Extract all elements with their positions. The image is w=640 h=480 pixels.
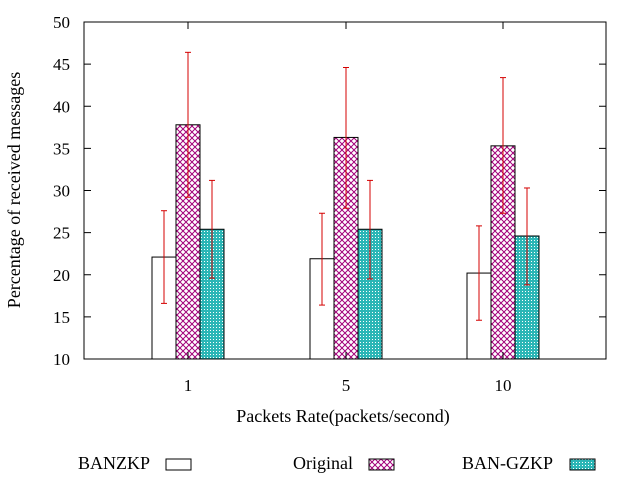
y-tick-label: 50 [53,13,70,32]
x-tick-label: 1 [184,376,193,395]
legend: BANZKP Original BAN-GZKP [78,453,596,473]
y-tick-label: 30 [53,182,70,201]
legend-label-ban-gzkp: BAN-GZKP [462,453,553,473]
y-tick-label: 20 [53,266,70,285]
legend-label-original: Original [293,453,353,473]
x-axis: 1 5 10 [184,22,512,395]
y-axis: 10 15 20 25 30 35 40 45 50 [53,13,606,369]
error-bars [161,51,530,321]
x-tick-label: 5 [342,376,351,395]
y-tick-label: 40 [53,97,70,116]
legend-swatch-banzkp [165,458,192,471]
legend-swatch-ban-gzkp [569,458,596,471]
y-tick-label: 15 [53,308,70,327]
x-tick-label: 10 [495,376,512,395]
y-tick-label: 35 [53,139,70,158]
y-axis-label: Percentage of received messages [4,72,24,308]
legend-label-banzkp: BANZKP [78,453,150,473]
legend-swatch-original [368,458,395,471]
y-tick-label: 25 [53,224,70,243]
y-tick-label: 45 [53,55,70,74]
x-axis-label: Packets Rate(packets/second) [236,406,449,427]
y-tick-label: 10 [53,350,70,369]
